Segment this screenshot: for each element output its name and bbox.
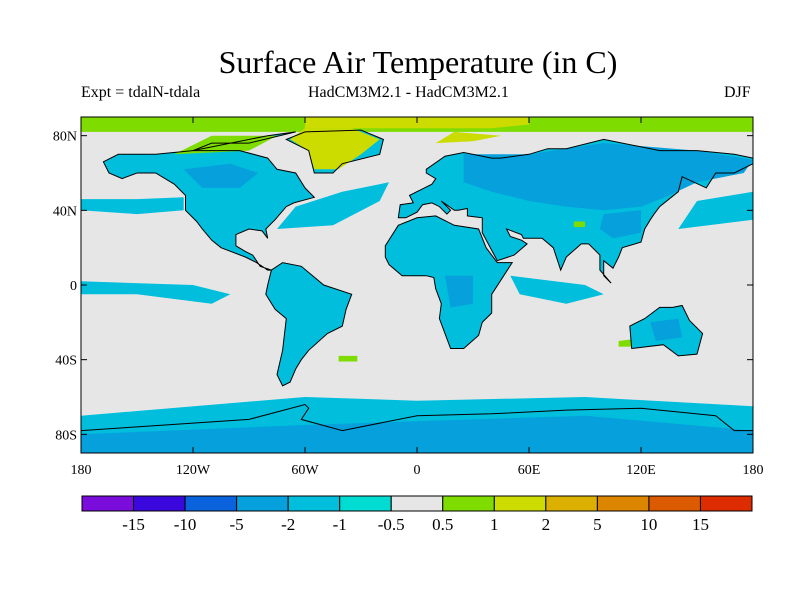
africa-cold: [445, 275, 473, 308]
alaska-greenland-islands-coastline: [192, 131, 296, 152]
colorbar-swatch: [442, 495, 495, 512]
x-tick-label: 60E: [518, 463, 541, 478]
colorbar-label: 1: [490, 515, 499, 534]
africa-coastline: [384, 215, 514, 349]
west-pacific-patch: [678, 191, 753, 229]
colorbar-label: -1: [333, 515, 347, 534]
x-tick-label: 180: [71, 463, 92, 478]
colorbar-swatch: [493, 495, 547, 512]
y-tick-label: 80N: [53, 130, 77, 145]
x-tick-label: 120W: [176, 463, 211, 478]
greenland-coastline: [285, 129, 384, 174]
canada-cold: [183, 163, 259, 188]
colorbar-swatch: [699, 495, 753, 512]
eurasia-cold: [463, 143, 753, 211]
y-tick-label: 80S: [55, 428, 77, 443]
x-tick-label: 120E: [626, 463, 656, 478]
south-america-land: [265, 262, 352, 386]
south-green-patch: [338, 355, 358, 362]
y-tick-label: 40S: [55, 354, 77, 369]
antarctica-coastline: [81, 403, 753, 432]
tibet-green: [573, 221, 585, 228]
north-pacific-band: [81, 197, 184, 215]
colorbar-swatch: [287, 495, 341, 512]
south-america-coastline: [265, 262, 353, 387]
svalbard-warm: [435, 131, 501, 144]
eurasia-coastline: [397, 138, 753, 284]
australia-cold: [650, 318, 683, 341]
colorbar-label: 0.5: [432, 515, 453, 534]
colorbar-swatch: [596, 495, 650, 512]
colorbar-label: 15: [692, 515, 709, 534]
colorbar-swatch: [390, 495, 444, 512]
north-atlantic-patch: [277, 182, 389, 229]
indian-ocean-patch: [510, 275, 604, 304]
experiment-label: Expt = tdalN-tdala: [81, 84, 201, 101]
map-layers: [81, 117, 753, 453]
colorbar-label: 2: [542, 515, 551, 534]
colorbar-swatch: [545, 495, 598, 512]
australia-coastline: [629, 304, 704, 357]
y-tick-label: 40N: [53, 204, 77, 219]
tropical-patch: [81, 281, 231, 304]
colorbar-label: -0.5: [378, 515, 405, 534]
chart-title: Surface Air Temperature (in C): [218, 44, 618, 80]
colorbar-swatch: [81, 495, 135, 512]
north-america-coastline: [102, 150, 316, 271]
colorbar-label: -5: [230, 515, 244, 534]
colorbar-swatch: [236, 495, 289, 512]
greenland-warm: [290, 128, 380, 170]
colorbar-label: 5: [593, 515, 602, 534]
colorbar-label: -10: [174, 515, 197, 534]
colorbar-label: -2: [281, 515, 295, 534]
colorbar-swatch: [184, 495, 238, 512]
x-tick-label: 180: [743, 463, 764, 478]
y-tick-label: 0: [70, 279, 77, 294]
colorbar-swatch: [648, 495, 701, 512]
model-label: HadCM3M2.1 - HadCM3M2.1: [308, 84, 509, 101]
aus-green-patch: [618, 339, 634, 347]
colorbar-swatch: [339, 495, 392, 512]
x-tick-label: 0: [414, 463, 421, 478]
x-tick-label: 60W: [291, 463, 319, 478]
north-america-land: [103, 150, 315, 271]
colorbar-label: 10: [640, 515, 657, 534]
season-label: DJF: [724, 84, 751, 101]
colorbar-swatch: [133, 495, 186, 512]
china-cold: [599, 210, 641, 239]
antarctica-cold: [81, 415, 753, 453]
colorbar-label: -15: [122, 515, 145, 534]
